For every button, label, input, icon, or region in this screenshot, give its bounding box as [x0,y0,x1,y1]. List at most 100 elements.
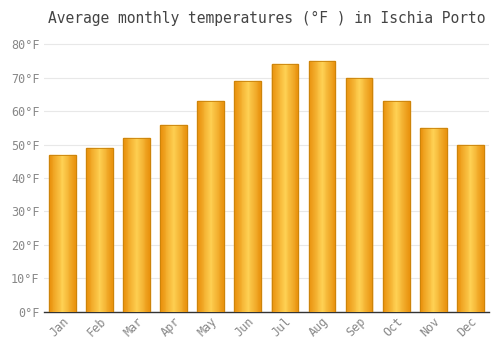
Bar [136,138,138,312]
Bar [292,64,293,312]
Bar [63,155,64,312]
Bar [217,101,218,312]
Bar [234,81,236,312]
Bar [437,128,438,312]
Bar [429,128,430,312]
Bar [253,81,254,312]
Bar [199,101,200,312]
Bar [369,78,370,312]
Bar [322,61,323,312]
Bar [166,125,168,312]
Bar [443,128,444,312]
Bar [65,155,66,312]
Bar [404,101,405,312]
Bar [318,61,320,312]
Bar [358,78,359,312]
Bar [444,128,445,312]
Bar [482,145,483,312]
Bar [425,128,426,312]
Bar [331,61,332,312]
Bar [223,101,224,312]
Bar [75,155,76,312]
Bar [72,155,73,312]
Bar [128,138,130,312]
Bar [112,148,113,312]
Bar [370,78,372,312]
Bar [172,125,174,312]
Bar [400,101,402,312]
Bar [218,101,220,312]
Bar [386,101,388,312]
Bar [49,155,50,312]
Bar [103,148,104,312]
Bar [470,145,471,312]
Bar [312,61,313,312]
Bar [406,101,407,312]
Bar [315,61,316,312]
Bar [321,61,322,312]
Bar [216,101,217,312]
Bar [60,155,62,312]
Bar [388,101,389,312]
Bar [146,138,147,312]
Bar [147,138,148,312]
Bar [473,145,474,312]
Bar [383,101,384,312]
Bar [272,64,274,312]
Bar [260,81,261,312]
Bar [329,61,330,312]
Bar [288,64,290,312]
Bar [422,128,424,312]
Bar [242,81,244,312]
Bar [59,155,60,312]
Bar [323,61,324,312]
Bar [202,101,203,312]
Bar [56,155,57,312]
Bar [92,148,93,312]
Bar [55,155,56,312]
Bar [346,78,372,312]
Bar [290,64,291,312]
Bar [366,78,367,312]
Bar [101,148,102,312]
Bar [294,64,296,312]
Bar [356,78,358,312]
Bar [391,101,392,312]
Bar [96,148,98,312]
Bar [314,61,315,312]
Bar [458,145,459,312]
Bar [291,64,292,312]
Bar [296,64,298,312]
Bar [348,78,350,312]
Bar [276,64,277,312]
Bar [480,145,481,312]
Bar [432,128,433,312]
Bar [250,81,252,312]
Bar [468,145,469,312]
Bar [176,125,177,312]
Bar [198,101,224,312]
Bar [390,101,391,312]
Bar [328,61,329,312]
Bar [126,138,128,312]
Bar [67,155,68,312]
Bar [436,128,437,312]
Bar [245,81,246,312]
Bar [427,128,428,312]
Bar [463,145,464,312]
Bar [402,101,404,312]
Bar [100,148,101,312]
Bar [186,125,187,312]
Bar [130,138,131,312]
Bar [445,128,446,312]
Bar [462,145,463,312]
Bar [434,128,435,312]
Bar [209,101,210,312]
Bar [68,155,70,312]
Bar [367,78,368,312]
Bar [141,138,142,312]
Bar [71,155,72,312]
Bar [283,64,284,312]
Bar [275,64,276,312]
Bar [111,148,112,312]
